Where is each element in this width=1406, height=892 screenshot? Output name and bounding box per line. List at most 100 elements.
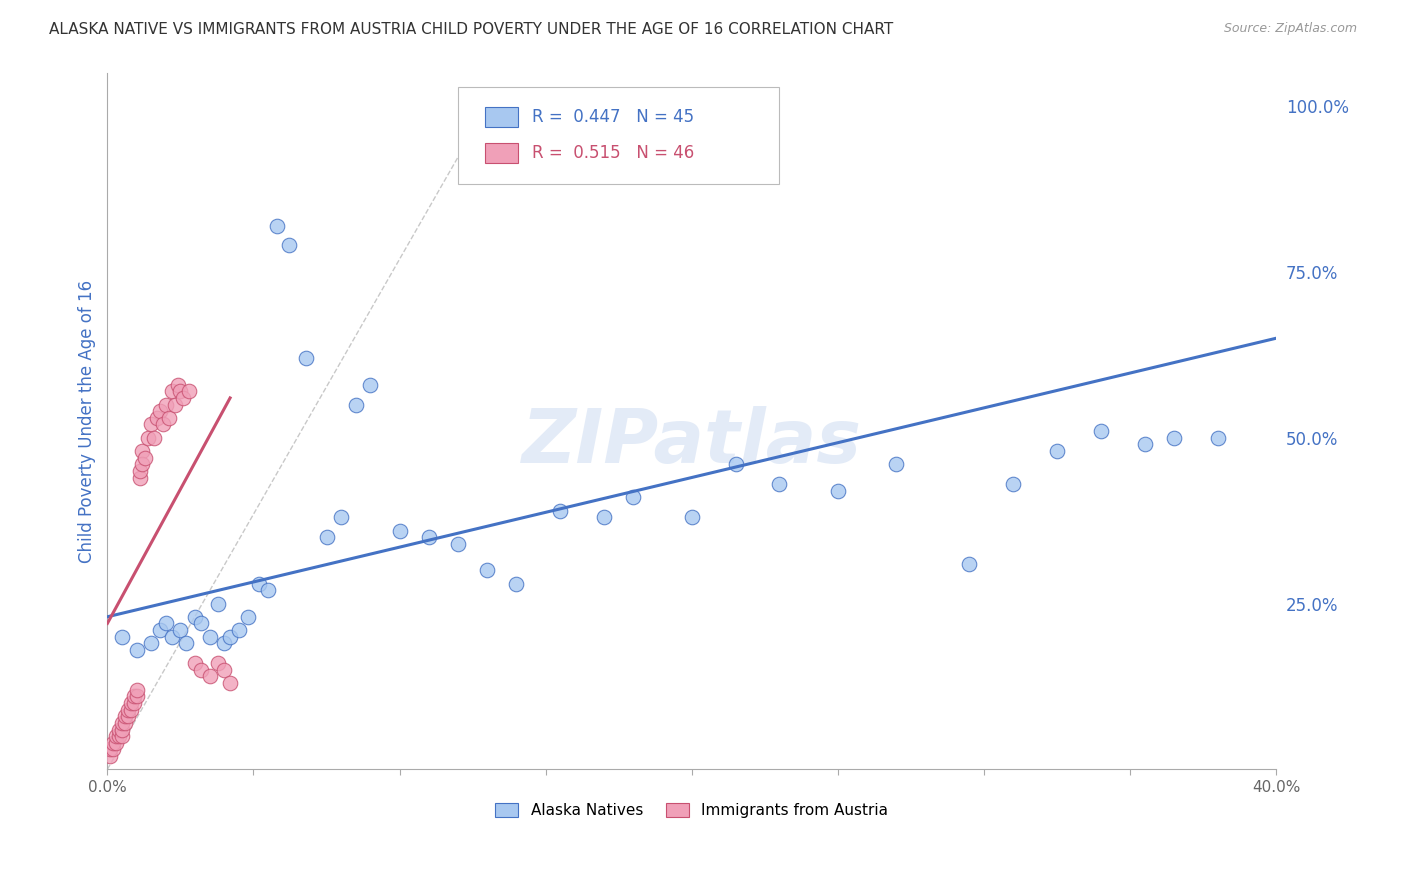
Point <box>98 749 121 764</box>
Point <box>359 377 381 392</box>
Point <box>827 483 849 498</box>
Point <box>111 715 134 730</box>
Point <box>1090 424 1112 438</box>
Point <box>122 696 145 710</box>
Point <box>105 736 128 750</box>
Point <box>160 384 183 399</box>
Point <box>190 663 212 677</box>
Point <box>120 703 142 717</box>
Text: Source: ZipAtlas.com: Source: ZipAtlas.com <box>1223 22 1357 36</box>
Point <box>125 690 148 704</box>
FancyBboxPatch shape <box>485 144 517 163</box>
Point <box>330 510 353 524</box>
Point <box>103 736 125 750</box>
Point <box>111 723 134 737</box>
Point <box>172 391 194 405</box>
Point <box>122 690 145 704</box>
Point <box>1206 431 1229 445</box>
Point <box>548 503 571 517</box>
Text: ALASKA NATIVE VS IMMIGRANTS FROM AUSTRIA CHILD POVERTY UNDER THE AGE OF 16 CORRE: ALASKA NATIVE VS IMMIGRANTS FROM AUSTRIA… <box>49 22 893 37</box>
Point <box>174 636 197 650</box>
Point <box>198 669 221 683</box>
Point <box>768 477 790 491</box>
Point <box>134 450 156 465</box>
Point <box>128 470 150 484</box>
Point <box>143 431 166 445</box>
Point <box>111 729 134 743</box>
Point <box>884 457 907 471</box>
Point <box>315 530 337 544</box>
Point <box>166 377 188 392</box>
Point <box>157 410 180 425</box>
Point <box>190 616 212 631</box>
Point <box>125 682 148 697</box>
Point <box>418 530 440 544</box>
Point <box>98 742 121 756</box>
Text: R =  0.447   N = 45: R = 0.447 N = 45 <box>531 108 693 126</box>
Point <box>152 417 174 432</box>
Legend: Alaska Natives, Immigrants from Austria: Alaska Natives, Immigrants from Austria <box>489 797 894 824</box>
Point <box>155 398 177 412</box>
Point <box>207 597 229 611</box>
Point <box>111 630 134 644</box>
Point <box>236 609 259 624</box>
Point <box>277 238 299 252</box>
Point <box>957 557 980 571</box>
Point <box>114 709 136 723</box>
Point <box>141 636 163 650</box>
Point <box>593 510 616 524</box>
Point <box>344 398 367 412</box>
Text: ZIPatlas: ZIPatlas <box>522 406 862 478</box>
Point <box>219 676 242 690</box>
Point <box>179 384 201 399</box>
Point <box>219 630 242 644</box>
Point <box>1046 444 1069 458</box>
Point <box>114 715 136 730</box>
Point <box>120 696 142 710</box>
FancyBboxPatch shape <box>485 107 517 127</box>
Point <box>1002 477 1025 491</box>
Point <box>257 583 280 598</box>
Point <box>505 576 527 591</box>
Point <box>105 729 128 743</box>
Point <box>295 351 318 366</box>
Point <box>247 576 270 591</box>
Point <box>131 457 153 471</box>
Point <box>169 384 191 399</box>
Point <box>212 663 235 677</box>
Point <box>681 510 703 524</box>
Point <box>163 398 186 412</box>
Point <box>1163 431 1185 445</box>
Point <box>447 537 470 551</box>
Point <box>266 219 288 233</box>
Point <box>108 723 131 737</box>
Point <box>131 444 153 458</box>
Point <box>169 623 191 637</box>
Point <box>108 729 131 743</box>
Point <box>155 616 177 631</box>
Point <box>228 623 250 637</box>
Point <box>198 630 221 644</box>
Text: R =  0.515   N = 46: R = 0.515 N = 46 <box>531 144 695 162</box>
Point <box>128 464 150 478</box>
Point <box>125 643 148 657</box>
Point <box>724 457 747 471</box>
Point <box>117 709 139 723</box>
Y-axis label: Child Poverty Under the Age of 16: Child Poverty Under the Age of 16 <box>79 279 96 563</box>
Point <box>212 636 235 650</box>
Point <box>1133 437 1156 451</box>
Point <box>184 609 207 624</box>
Point <box>388 524 411 538</box>
Point <box>146 410 169 425</box>
Point <box>207 656 229 670</box>
Point <box>136 431 159 445</box>
Point <box>184 656 207 670</box>
Point <box>103 742 125 756</box>
FancyBboxPatch shape <box>458 87 779 185</box>
Point <box>160 630 183 644</box>
Point <box>621 491 644 505</box>
Point <box>117 703 139 717</box>
Point <box>141 417 163 432</box>
Point <box>149 404 172 418</box>
Point <box>477 563 499 577</box>
